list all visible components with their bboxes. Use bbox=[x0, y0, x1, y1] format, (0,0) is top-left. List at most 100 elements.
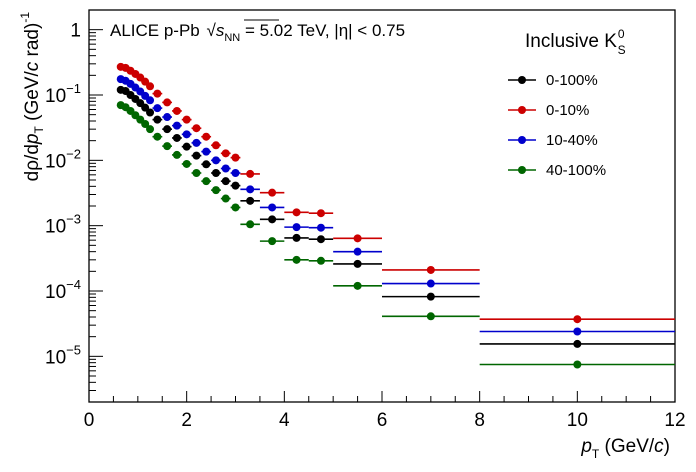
legend-label: 10-40% bbox=[546, 132, 598, 149]
data-point bbox=[182, 130, 191, 139]
legend: 0-100% 0-10% 10-40% 40-100% bbox=[508, 72, 606, 179]
data-point bbox=[426, 279, 435, 288]
data-point bbox=[163, 142, 172, 151]
series-40-100% bbox=[116, 101, 675, 369]
legend-entry: 10-40% bbox=[508, 132, 598, 149]
x-tick-label: 6 bbox=[377, 410, 388, 431]
data-point bbox=[182, 115, 191, 124]
data-point bbox=[268, 188, 277, 197]
data-point bbox=[426, 265, 435, 274]
data-point bbox=[211, 156, 220, 165]
data-point bbox=[221, 149, 230, 158]
data-point bbox=[211, 186, 220, 195]
y-tick-label: 1 bbox=[70, 21, 81, 42]
data-point bbox=[172, 106, 181, 115]
x-tick-label: 0 bbox=[84, 410, 95, 431]
y-axis-title: dρ/dpT (GeV/c rad)-1 bbox=[18, 12, 46, 182]
legend-label: 0-10% bbox=[546, 102, 589, 119]
data-point bbox=[316, 256, 325, 265]
legend-entry: 0-10% bbox=[508, 102, 589, 119]
data-point bbox=[202, 132, 211, 141]
legend-marker bbox=[518, 106, 526, 114]
data-point bbox=[353, 281, 362, 290]
data-point bbox=[231, 168, 240, 177]
data-point bbox=[316, 235, 325, 244]
y-tick-label: 10−1 bbox=[45, 81, 81, 107]
data-point bbox=[268, 215, 277, 224]
data-point bbox=[172, 150, 181, 159]
data-point bbox=[192, 168, 201, 177]
x-tick-label: 12 bbox=[664, 410, 685, 431]
data-point bbox=[573, 360, 582, 369]
experiment-annotation: ALICE p-Pb √sNN = 5.02 TeV, |η| < 0.75 bbox=[110, 21, 405, 44]
data-point bbox=[146, 125, 155, 134]
data-point bbox=[163, 113, 172, 122]
data-point bbox=[292, 233, 301, 242]
legend-marker bbox=[518, 136, 526, 144]
legend-label: 40-100% bbox=[546, 162, 606, 179]
legend-entry: 40-100% bbox=[508, 162, 606, 179]
data-point bbox=[316, 209, 325, 218]
data-point bbox=[153, 115, 162, 124]
data-point bbox=[246, 220, 255, 229]
data-point bbox=[292, 255, 301, 264]
data-point bbox=[163, 98, 172, 107]
data-point bbox=[192, 124, 201, 133]
data-point bbox=[426, 292, 435, 301]
data-point bbox=[221, 194, 230, 203]
legend-label: 0-100% bbox=[546, 72, 598, 89]
y-tick-label: 10−4 bbox=[45, 277, 81, 303]
legend-title: Inclusive K0 S bbox=[525, 27, 626, 57]
legend-entry: 0-100% bbox=[508, 72, 598, 89]
x-tick-label: 8 bbox=[474, 410, 485, 431]
data-point bbox=[292, 208, 301, 217]
data-point bbox=[231, 181, 240, 190]
data-point bbox=[192, 138, 201, 147]
data-point bbox=[211, 141, 220, 150]
data-point bbox=[246, 196, 255, 205]
data-point bbox=[268, 237, 277, 246]
data-series bbox=[116, 62, 675, 369]
data-point bbox=[573, 327, 582, 336]
x-axis-title: pT (GeV/c) bbox=[580, 436, 670, 461]
x-tick-label: 10 bbox=[567, 410, 588, 431]
data-point bbox=[153, 132, 162, 141]
data-point bbox=[246, 185, 255, 194]
data-point bbox=[192, 151, 201, 160]
data-point bbox=[292, 223, 301, 232]
data-point bbox=[221, 164, 230, 173]
axis-ticks: 0 2 4 6 8 10 12 10−5 10−4 10−3 10−2 10−1 1 bbox=[45, 9, 686, 431]
x-tick-label: 4 bbox=[279, 410, 290, 431]
data-point bbox=[353, 247, 362, 256]
series-0-100% bbox=[116, 85, 675, 348]
data-point bbox=[163, 125, 172, 134]
data-point bbox=[153, 89, 162, 98]
data-point bbox=[353, 234, 362, 243]
data-point bbox=[182, 159, 191, 168]
data-point bbox=[153, 104, 162, 113]
data-point bbox=[141, 119, 150, 128]
series-10-40% bbox=[116, 75, 675, 336]
data-point bbox=[141, 103, 150, 112]
data-point bbox=[146, 108, 155, 117]
data-point bbox=[182, 142, 191, 151]
y-tick-label: 10−2 bbox=[45, 146, 81, 172]
y-tick-label: 10−3 bbox=[45, 212, 81, 238]
data-point bbox=[172, 133, 181, 142]
data-point bbox=[231, 203, 240, 212]
series-0-10% bbox=[116, 62, 675, 324]
data-point bbox=[268, 203, 277, 212]
data-point bbox=[202, 177, 211, 186]
data-point bbox=[316, 223, 325, 232]
legend-marker bbox=[518, 166, 526, 174]
data-point bbox=[426, 312, 435, 321]
data-point bbox=[246, 169, 255, 178]
data-point bbox=[221, 177, 230, 186]
data-point bbox=[573, 339, 582, 348]
data-point bbox=[202, 147, 211, 156]
x-tick-label: 2 bbox=[181, 410, 192, 431]
data-point bbox=[211, 168, 220, 177]
y-tick-label: 10−5 bbox=[45, 342, 81, 368]
data-point bbox=[146, 96, 155, 105]
